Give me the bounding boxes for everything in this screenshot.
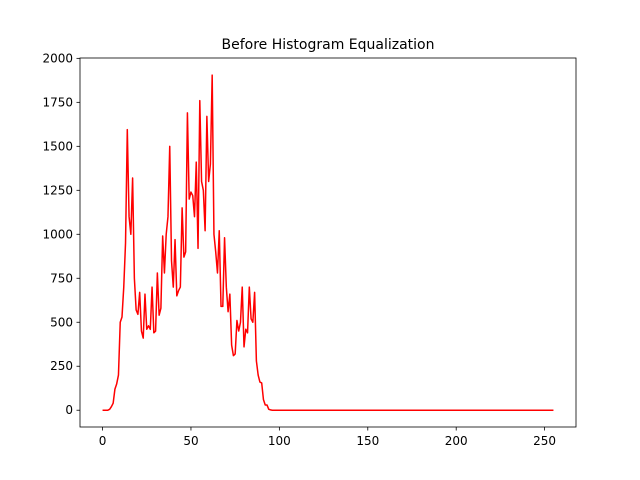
y-tick-label: 750 [50,271,73,285]
axes-frame [79,57,577,428]
y-tick-label: 0 [65,403,73,417]
y-tick-label: 1500 [42,139,73,153]
x-tick-label: 0 [99,434,107,448]
x-tick-label: 200 [445,434,468,448]
x-tick-label: 100 [268,434,291,448]
chart-title: Before Histogram Equalization [221,37,434,53]
x-tick-label: 250 [533,434,556,448]
y-tick-label: 1000 [42,227,73,241]
y-tick-label: 1750 [42,95,73,109]
data-line [102,74,554,411]
x-tick-label: 150 [356,434,379,448]
y-tick-label: 500 [50,315,73,329]
x-tick-label: 50 [183,434,198,448]
plot-area [102,74,554,411]
y-tick-label: 2000 [42,51,73,65]
y-tick-label: 1250 [42,183,73,197]
y-tick-label: 250 [50,359,73,373]
